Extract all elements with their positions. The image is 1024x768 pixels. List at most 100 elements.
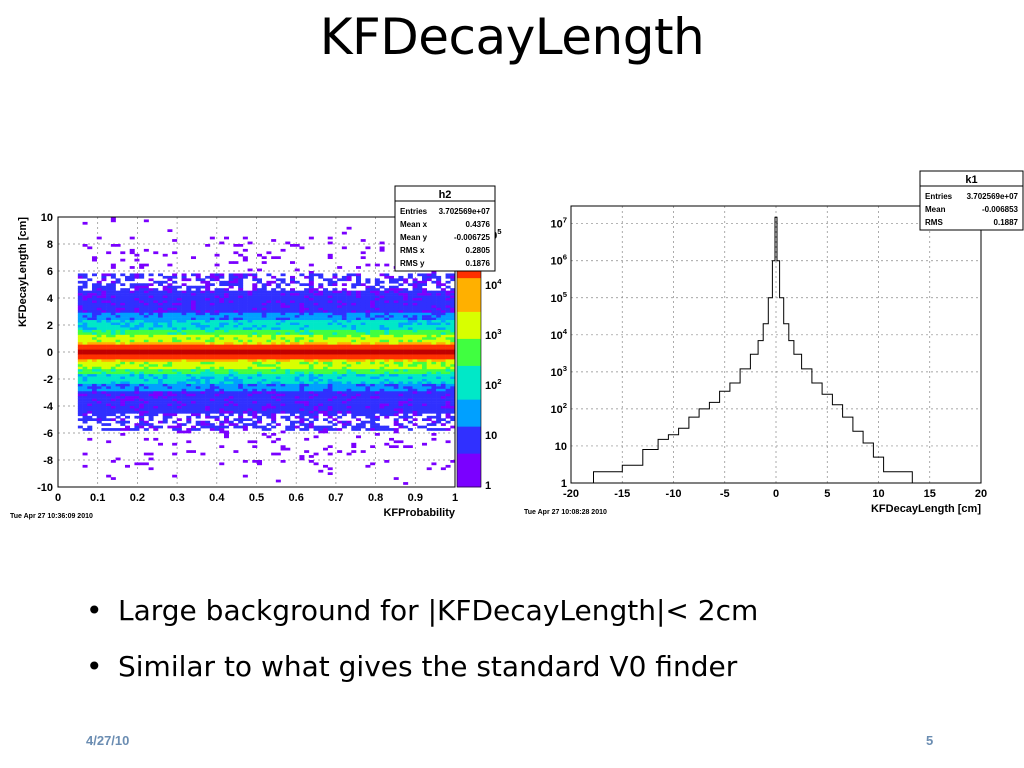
heatmap-cell [106,356,112,360]
heatmap-cell [332,423,338,426]
heatmap-cell [120,322,126,326]
heatmap-cell [110,273,116,277]
heatmap-cell [280,403,286,407]
heatmap-cell [304,356,310,360]
colorbar-segment [457,473,481,481]
heatmap-cell [440,300,446,304]
heatmap-cell [384,300,390,304]
heatmap-cell [436,379,442,382]
heatmap-cell [412,295,418,299]
heatmap-cell [450,391,456,395]
heatmap-cell [233,369,239,372]
heatmap-cell [398,376,404,380]
heatmap-cell [200,278,206,282]
heatmap-cell [120,307,126,311]
heatmap-cell [139,329,145,333]
heatmap-cell [257,369,263,372]
heatmap-cell [115,278,121,282]
heatmap-cell [77,298,83,301]
heatmap-cell [346,317,352,321]
heatmap-cell [412,302,418,306]
heatmap-cell [148,381,154,385]
heatmap-cell [323,374,329,377]
heatmap-cell [252,445,258,449]
heatmap-cell [219,364,225,368]
heatmap-cell [417,273,423,277]
heatmap-cell [186,403,192,407]
heatmap-cell [379,410,385,414]
heatmap-cell [407,273,413,277]
heatmap-cell [318,359,324,363]
heatmap-cell [209,329,215,333]
heatmap-cell [134,347,140,350]
heatmap-cell [77,406,83,409]
heatmap-cell [403,317,409,321]
heatmap-cell [209,337,215,341]
x-tick-label: 0.2 [130,492,145,504]
heatmap-cell [115,354,121,358]
heatmap-cell [228,391,234,395]
heatmap-cell [238,329,244,333]
heatmap-cell [346,398,352,402]
heatmap-cell [110,312,116,316]
heatmap-cell [224,300,230,304]
heatmap-cell [436,315,442,318]
heatmap-cell [228,366,234,370]
heatmap-cell [379,366,385,370]
heatmap-cell [407,320,413,323]
heatmap-cell [370,379,376,382]
heatmap-cell [200,379,206,382]
heatmap-cell [332,334,338,338]
heatmap-cell [82,334,88,338]
heatmap-cell [87,425,93,429]
heatmap-cell [195,410,201,414]
heatmap-cell [87,349,93,353]
heatmap-cell [106,423,112,426]
heatmap-cell [412,408,418,412]
heatmap-cell [389,322,395,326]
heatmap-cell [148,327,154,331]
heatmap-cell [195,415,201,419]
heatmap-cell [110,342,116,345]
heatmap-cell [228,278,234,282]
heatmap-cell [271,352,277,355]
heatmap-cell [294,293,300,296]
heatmap-cell [332,339,338,343]
heatmap-cell [129,337,135,341]
heatmap-cell [190,425,196,429]
heatmap-cell [209,396,215,399]
heatmap-cell [115,312,121,316]
heatmap-cell [115,403,121,407]
heatmap-cell [200,305,206,309]
heatmap-cell [186,410,192,414]
heatmap-cell [124,396,130,399]
heatmap-cell [337,366,343,370]
heatmap-cell [374,283,380,287]
heatmap-cell [285,347,291,350]
heatmap-cell [308,425,314,429]
heatmap-cell [398,278,404,282]
heatmap-cell [389,401,395,404]
heatmap-cell [412,388,418,392]
heatmap-cell [318,312,324,316]
heatmap-cell [124,302,130,306]
heatmap-cell [139,354,145,358]
heatmap-cell [106,334,112,338]
heatmap-cell [290,388,296,392]
heatmap-cell [450,386,456,390]
heatmap-cell [422,310,428,314]
heatmap-cell [393,440,399,444]
heatmap-cell [337,361,343,365]
heatmap-cell [412,366,418,370]
heatmap-cell [384,302,390,306]
heatmap-cell [129,386,135,390]
heatmap-cell [219,425,225,429]
y-tick-label: 104 [550,327,567,342]
heatmap-cell [214,381,220,385]
heatmap-cell [190,352,196,355]
heatmap-cell [379,379,385,382]
heatmap-cell [242,342,248,345]
heatmap-cell [407,391,413,395]
heatmap-cell [313,310,319,314]
heatmap-cell [200,327,206,331]
